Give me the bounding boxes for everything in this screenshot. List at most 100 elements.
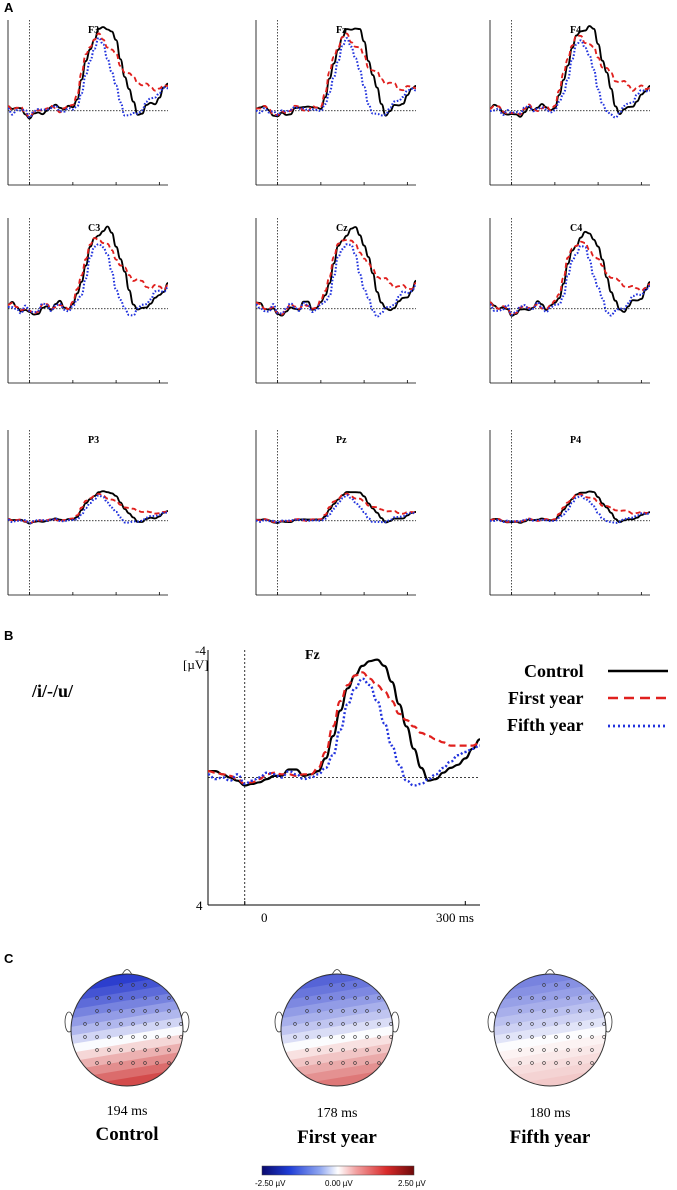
x-tick-label-300: 300 ms [436, 910, 474, 925]
electrode-dot [95, 1035, 99, 1039]
electrode-dot [365, 1009, 369, 1013]
electrode-dot [143, 1022, 147, 1026]
electrode-dots [293, 983, 393, 1065]
electrode-dot [143, 1035, 147, 1039]
electrode-dot [518, 1009, 522, 1013]
electrode-dot [377, 1048, 381, 1052]
electrode-dot [305, 1061, 309, 1065]
electrode-dot [353, 983, 357, 987]
electrode-dot [578, 1061, 582, 1065]
series-line-control [7, 26, 169, 120]
panel-label-b: B [4, 628, 13, 643]
electrode-dot [365, 1048, 369, 1052]
colorbar-gradient [261, 1165, 415, 1176]
panel-c-topographies: 194 ms Control 178 ms First year 180 ms Fifth… [64, 969, 613, 1148]
x-tick-label-0: 0 [261, 910, 268, 925]
electrode-dot [155, 1048, 159, 1052]
electrode-dot [341, 996, 345, 1000]
electrode-dot [155, 1035, 159, 1039]
series-line-fifth-year [255, 494, 417, 524]
series-line-first-year [7, 237, 169, 315]
electrode-label: Fz [336, 25, 347, 36]
electrode-dot [518, 1048, 522, 1052]
electrode-dot [590, 996, 594, 1000]
series-line-control [207, 658, 481, 787]
electrode-dot [542, 1048, 546, 1052]
electrode-dot [107, 996, 111, 1000]
electrode-plot-c3: C3 [7, 218, 169, 384]
electrode-dot [341, 1009, 345, 1013]
electrode-label: P3 [88, 435, 99, 446]
electrode-dot [353, 1022, 357, 1026]
electrode-dot [179, 1035, 183, 1039]
electrode-dot [107, 1061, 111, 1065]
electrode-dot [341, 983, 345, 987]
electrode-dot [167, 1009, 171, 1013]
condition-label: /i/-/u/ [31, 681, 74, 701]
electrode-label: Pz [336, 435, 347, 446]
series-line-first-year [489, 34, 651, 116]
electrode-dot [602, 1022, 606, 1026]
electrode-dots [506, 983, 606, 1065]
electrode-dot [530, 1061, 534, 1065]
series-line-first-year [7, 32, 169, 119]
electrode-plot-p4: P4 [489, 430, 651, 596]
electrode-dot [329, 1061, 333, 1065]
electrode-dot [143, 1048, 147, 1052]
electrode-dot [518, 1022, 522, 1026]
electrode-dot [353, 1061, 357, 1065]
electrode-dot [530, 1022, 534, 1026]
scalp-outline [493, 973, 607, 1087]
electrode-dot [365, 1035, 369, 1039]
electrode-dot [542, 1009, 546, 1013]
electrode-dot [578, 1035, 582, 1039]
electrode-dot [530, 1009, 534, 1013]
electrode-dot [530, 1035, 534, 1039]
electrode-plot-p3: P3 [7, 430, 169, 596]
electrode-dot [305, 1035, 309, 1039]
electrode-dot [554, 983, 558, 987]
electrode-dot [143, 983, 147, 987]
electrode-dot [389, 1022, 393, 1026]
electrode-dot [377, 996, 381, 1000]
panel-b-fz-waveform: /i/-/u/ Fz -4 [µV] 4 0 300 ms Control Fi… [31, 643, 668, 925]
electrode-dot [167, 1035, 171, 1039]
series-line-first-year [207, 671, 481, 786]
topo-time-label: 194 ms [107, 1104, 148, 1119]
electrode-dot [506, 1035, 510, 1039]
series-line-fifth-year [7, 243, 169, 317]
series-line-first-year [489, 240, 651, 316]
electrode-dot [341, 1022, 345, 1026]
electrode-dot [119, 1061, 123, 1065]
topo-bands [281, 974, 393, 1086]
electrode-dot [554, 1022, 558, 1026]
electrode-dot [566, 996, 570, 1000]
electrode-dot [329, 1022, 333, 1026]
series-line-fifth-year [489, 39, 651, 119]
legend-label-first-year: First year [508, 688, 583, 708]
electrode-dot [131, 983, 135, 987]
electrode-dot [107, 1022, 111, 1026]
series-line-fifth-year [207, 677, 481, 787]
series-line-control [255, 27, 417, 118]
electrode-dot [542, 983, 546, 987]
electrode-dot [365, 1061, 369, 1065]
electrode-dot [317, 1022, 321, 1026]
electrode-dot [389, 1035, 393, 1039]
legend: Control First year Fifth year [507, 661, 668, 735]
series-line-first-year [255, 239, 417, 316]
electrode-dot [317, 1048, 321, 1052]
electrode-label: F3 [88, 25, 99, 36]
electrode-label: P4 [570, 435, 581, 446]
electrode-dot [131, 1009, 135, 1013]
topo-bands [494, 974, 606, 1086]
y-top-label: -4 [195, 643, 206, 658]
electrode-plot-pz: Pz [255, 430, 417, 596]
electrode-dot [578, 996, 582, 1000]
electrode-label: Cz [336, 223, 348, 234]
series-line-control [255, 226, 417, 317]
topo-bands [71, 974, 183, 1086]
electrode-dot [377, 1022, 381, 1026]
colorbar-max-label: 2.50 µV [398, 1179, 426, 1188]
